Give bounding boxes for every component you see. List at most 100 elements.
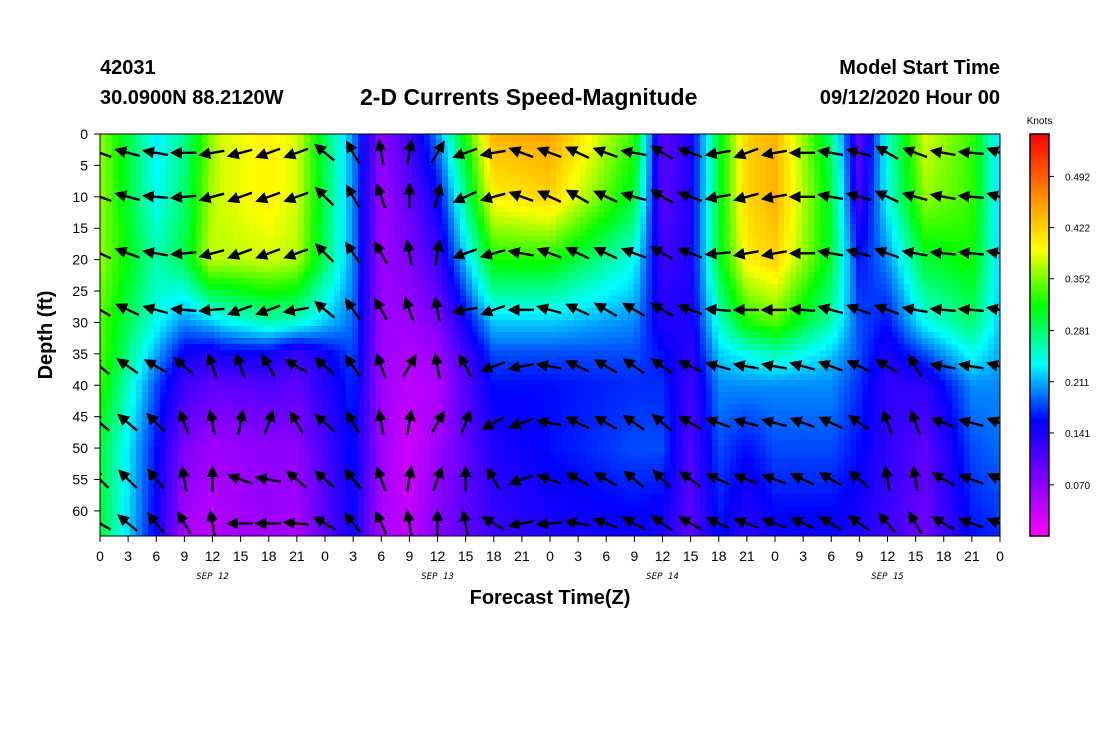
heatmap-cell [322, 134, 329, 141]
heatmap-cell [466, 464, 473, 471]
heatmap-cell [112, 308, 119, 315]
heatmap-cell [160, 284, 167, 291]
heatmap-cell [172, 338, 179, 345]
heatmap-cell [178, 182, 185, 189]
heatmap-cell [298, 272, 305, 279]
heatmap-cell [412, 134, 419, 141]
heatmap-cell [142, 422, 149, 429]
heatmap-cell [526, 428, 533, 435]
heatmap-cell [454, 218, 461, 225]
heatmap-cell [322, 140, 329, 147]
heatmap-cell [256, 272, 263, 279]
heatmap-cell [220, 230, 227, 237]
heatmap-cell [256, 338, 263, 345]
heatmap-cell [472, 458, 479, 465]
heatmap-cell [478, 518, 485, 525]
heatmap-cell [358, 494, 365, 501]
heatmap-cell [148, 200, 155, 207]
heatmap-cell [466, 230, 473, 237]
heatmap-cell [112, 524, 119, 531]
heatmap-cell [196, 434, 203, 441]
heatmap-cell [280, 242, 287, 249]
heatmap-cell [268, 218, 275, 225]
heatmap-cell [490, 278, 497, 285]
heatmap-cell [100, 140, 107, 147]
heatmap-cell [238, 506, 245, 513]
heatmap-cell [466, 500, 473, 507]
heatmap-cell [382, 368, 389, 375]
heatmap-cell [232, 200, 239, 207]
heatmap-cell [268, 182, 275, 189]
heatmap-cell [220, 380, 227, 387]
heatmap-cell [220, 368, 227, 375]
heatmap-cell [160, 278, 167, 285]
heatmap-cell [106, 476, 113, 483]
heatmap-cell [244, 368, 251, 375]
heatmap-cell [520, 170, 527, 177]
heatmap-cell [418, 488, 425, 495]
heatmap-cell [292, 284, 299, 291]
heatmap-cell [544, 242, 551, 249]
heatmap-cell [502, 380, 509, 387]
heatmap-cell [454, 500, 461, 507]
heatmap-cell [472, 170, 479, 177]
heatmap-cell [442, 146, 449, 153]
heatmap-cell [496, 350, 503, 357]
heatmap-cell [538, 218, 545, 225]
heatmap-cell [412, 146, 419, 153]
heatmap-cell [514, 284, 521, 291]
heatmap-cell [136, 506, 143, 513]
heatmap-cell [514, 266, 521, 273]
heatmap-cell [160, 488, 167, 495]
heatmap-cell [472, 320, 479, 327]
heatmap-cell [478, 494, 485, 501]
heatmap-cell [340, 518, 347, 525]
heatmap-cell [142, 530, 149, 536]
heatmap-cell [166, 332, 173, 339]
heatmap-cell [340, 158, 347, 165]
heatmap-cell [292, 446, 299, 453]
heatmap-cell [172, 434, 179, 441]
heatmap-cell [454, 464, 461, 471]
heatmap-cell [532, 368, 539, 375]
heatmap-cell [208, 332, 215, 339]
heatmap-cell [436, 434, 443, 441]
heatmap-cell [154, 338, 161, 345]
heatmap-cell [424, 500, 431, 507]
heatmap-cell [178, 332, 185, 339]
heatmap-cell [292, 380, 299, 387]
heatmap-cell [130, 254, 137, 261]
heatmap-cell [328, 530, 335, 536]
heatmap-cell [340, 200, 347, 207]
heatmap-cell [148, 506, 155, 513]
heatmap-cell [430, 308, 437, 315]
heatmap-cell [154, 248, 161, 255]
heatmap-cell [286, 374, 293, 381]
heatmap-cell [304, 380, 311, 387]
heatmap-cell [238, 488, 245, 495]
heatmap-cell [502, 326, 509, 333]
heatmap-cell [196, 266, 203, 273]
heatmap-cell [154, 236, 161, 243]
heatmap-cell [220, 320, 227, 327]
heatmap-cell [208, 236, 215, 243]
heatmap-cell [340, 260, 347, 267]
heatmap-cell [100, 434, 107, 441]
heatmap-cell [376, 482, 383, 489]
heatmap-cell [124, 506, 131, 513]
heatmap-cell [514, 356, 521, 363]
heatmap-cell [256, 182, 263, 189]
heatmap-cell [304, 386, 311, 393]
heatmap-cell [412, 176, 419, 183]
heatmap-cell [226, 488, 233, 495]
heatmap-cell [190, 428, 197, 435]
heatmap-cell [226, 266, 233, 273]
heatmap-cell [310, 356, 317, 363]
heatmap-cell [136, 206, 143, 213]
heatmap-cell [496, 194, 503, 201]
heatmap-cell [508, 236, 515, 243]
heatmap-cell [382, 440, 389, 447]
heatmap-cell [514, 470, 521, 477]
heatmap-cell [454, 320, 461, 327]
heatmap-cell [196, 170, 203, 177]
